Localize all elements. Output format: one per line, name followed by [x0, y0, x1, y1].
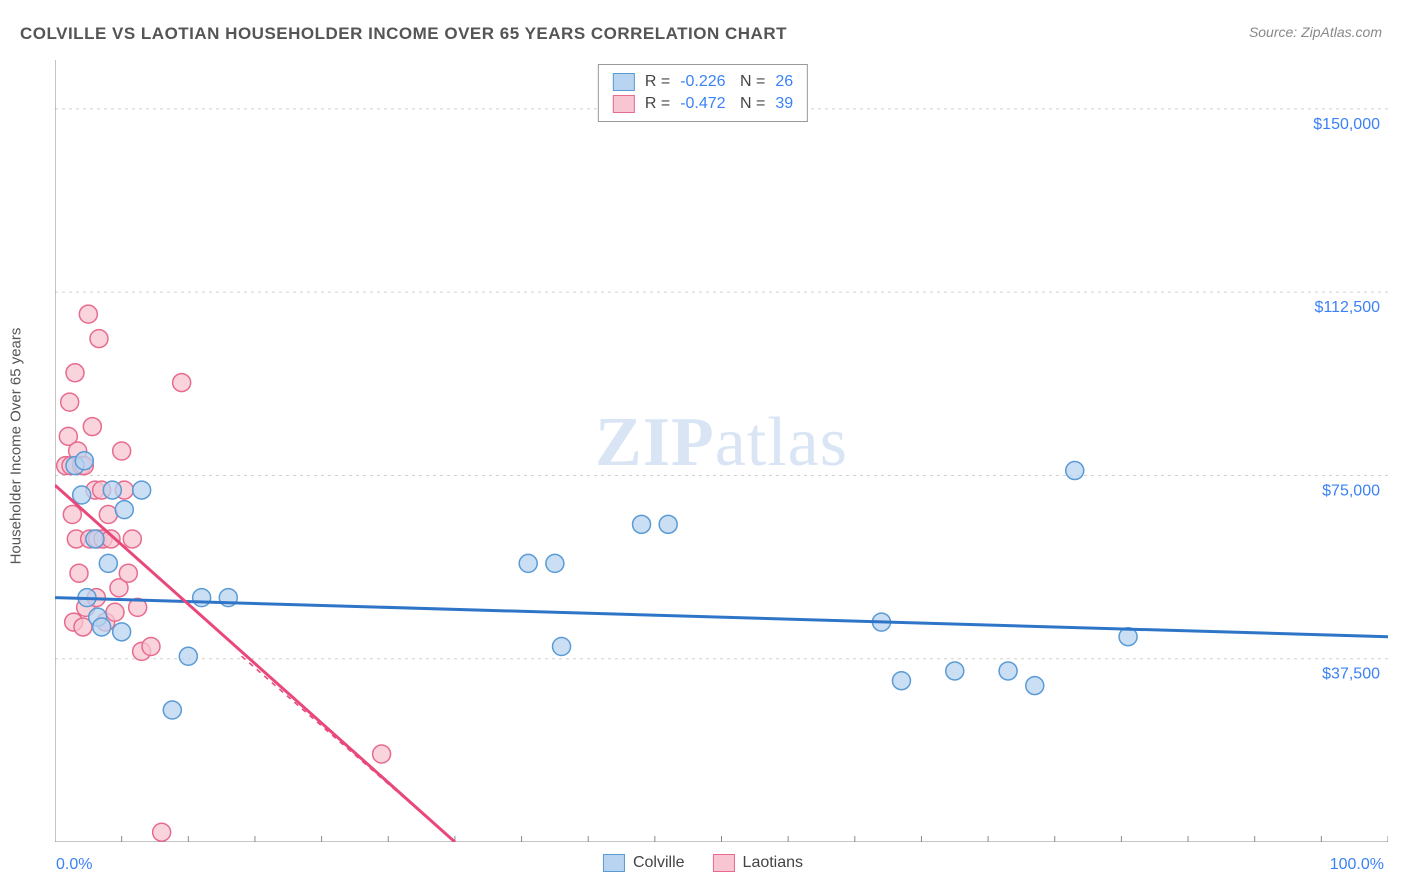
n-value: 39 — [775, 95, 793, 113]
series-legend: Colville Laotians — [603, 854, 803, 872]
legend-item-laotians: Laotians — [713, 854, 804, 872]
svg-text:$75,000: $75,000 — [1322, 482, 1380, 499]
scatter-plot-svg: $37,500 $75,000 $112,500 $150,000 — [55, 60, 1388, 842]
stats-legend: R = -0.226 N = 26 R = -0.472 N = 39 — [598, 64, 808, 122]
legend-label: Laotians — [743, 854, 804, 872]
chart-title: COLVILLE VS LAOTIAN HOUSEHOLDER INCOME O… — [20, 24, 787, 44]
chart-plot-area: $37,500$75,000$112,500$150,000 ZIPatlas — [55, 60, 1388, 842]
svg-text:$150,000: $150,000 — [1313, 116, 1380, 133]
swatch-icon — [713, 854, 735, 872]
legend-item-colville: Colville — [603, 854, 685, 872]
legend-label: Colville — [633, 854, 685, 872]
svg-text:$37,500: $37,500 — [1322, 666, 1380, 683]
swatch-icon — [613, 73, 635, 91]
x-tick-max: 100.0% — [1330, 856, 1384, 874]
svg-text:$112,500: $112,500 — [1314, 299, 1380, 316]
stats-row-laotians: R = -0.472 N = 39 — [613, 93, 793, 115]
r-value: -0.226 — [680, 73, 725, 91]
y-axis-label: Householder Income Over 65 years — [8, 328, 25, 565]
n-value: 26 — [775, 73, 793, 91]
stats-row-colville: R = -0.226 N = 26 — [613, 71, 793, 93]
r-value: -0.472 — [680, 95, 725, 113]
x-tick-min: 0.0% — [56, 856, 92, 874]
chart-source: Source: ZipAtlas.com — [1249, 24, 1382, 40]
swatch-icon — [603, 854, 625, 872]
swatch-icon — [613, 95, 635, 113]
